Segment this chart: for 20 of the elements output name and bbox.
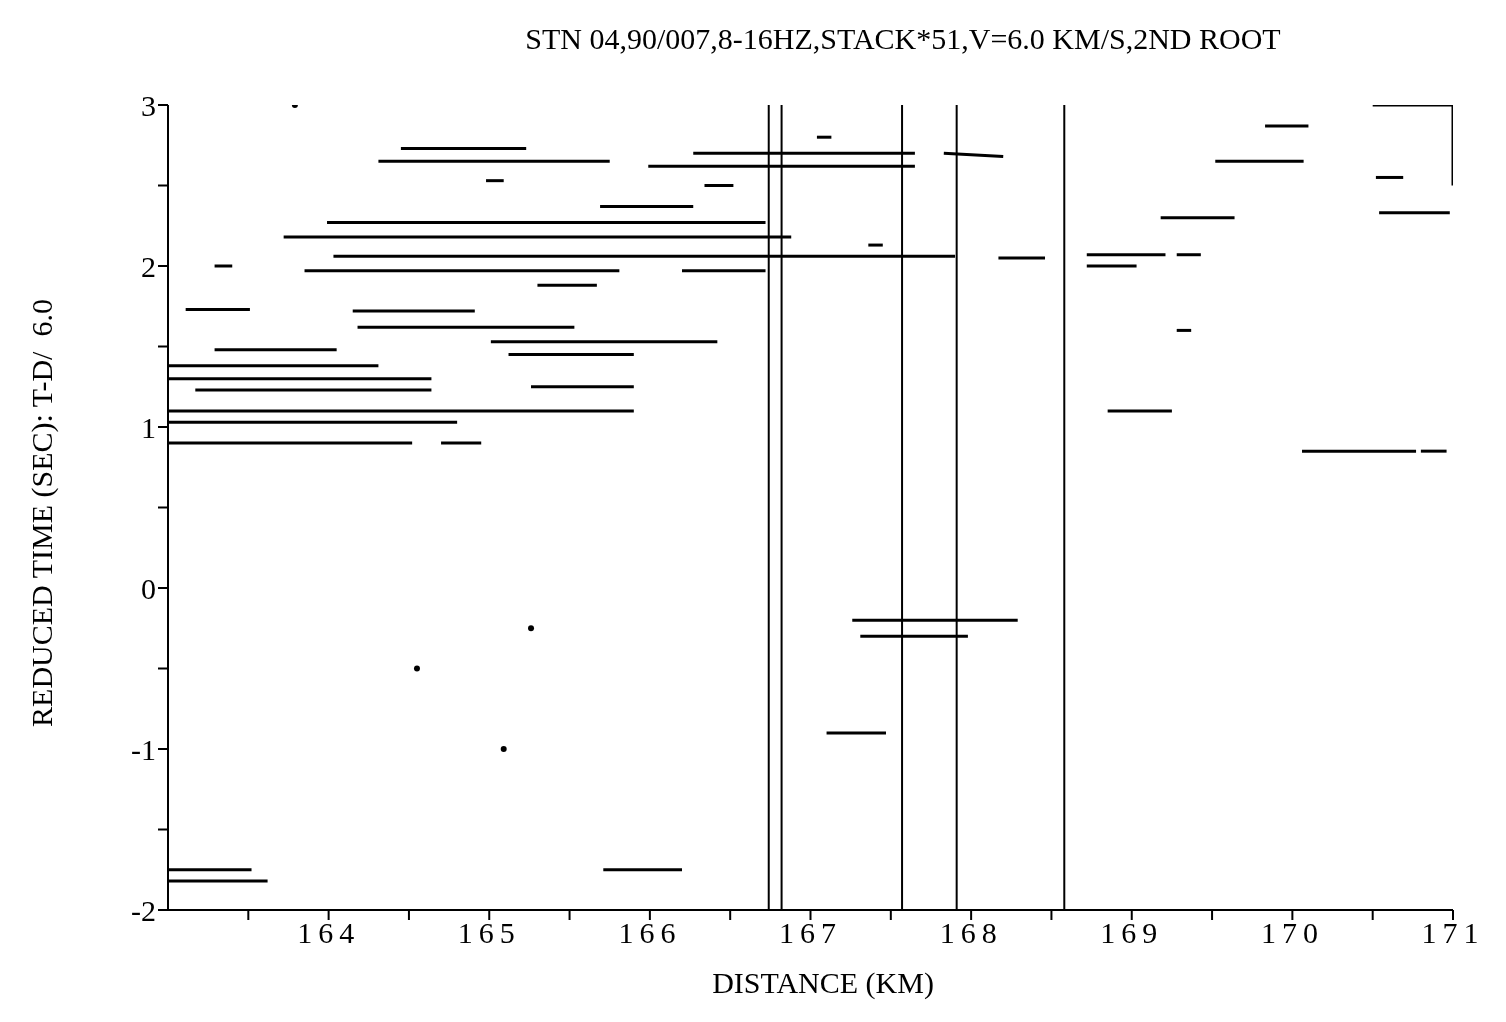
y-tick-label: 0	[141, 571, 156, 605]
y-tick-label: -1	[131, 732, 156, 766]
x-tick-label: 164	[297, 916, 361, 950]
chart-title: STN 04,90/007,8-16HZ,STACK*51,V=6.0 KM/S,2ND ROOT	[524, 22, 1282, 56]
y-tick-label: -2	[131, 893, 156, 927]
y-tick-label: 3	[141, 88, 156, 122]
y-tick-label: 2	[141, 249, 156, 283]
x-tick-label: 166	[618, 916, 682, 950]
x-tick-label: 168	[939, 916, 1003, 950]
point	[528, 625, 535, 632]
y-axis-title: REDUCED TIME (SEC): T-D/ 6.0	[25, 299, 59, 727]
x-tick-label: 170	[1260, 916, 1324, 950]
x-tick-label: 169	[1100, 916, 1164, 950]
x-tick-label: 167	[779, 916, 842, 950]
x-tick-label: 171	[1421, 916, 1485, 950]
point	[413, 665, 420, 672]
x-axis-title: DISTANCE (KM)	[711, 966, 935, 1000]
y-tick-label: 1	[141, 410, 156, 444]
x-tick-label: 165	[457, 916, 521, 950]
point	[500, 746, 507, 752]
